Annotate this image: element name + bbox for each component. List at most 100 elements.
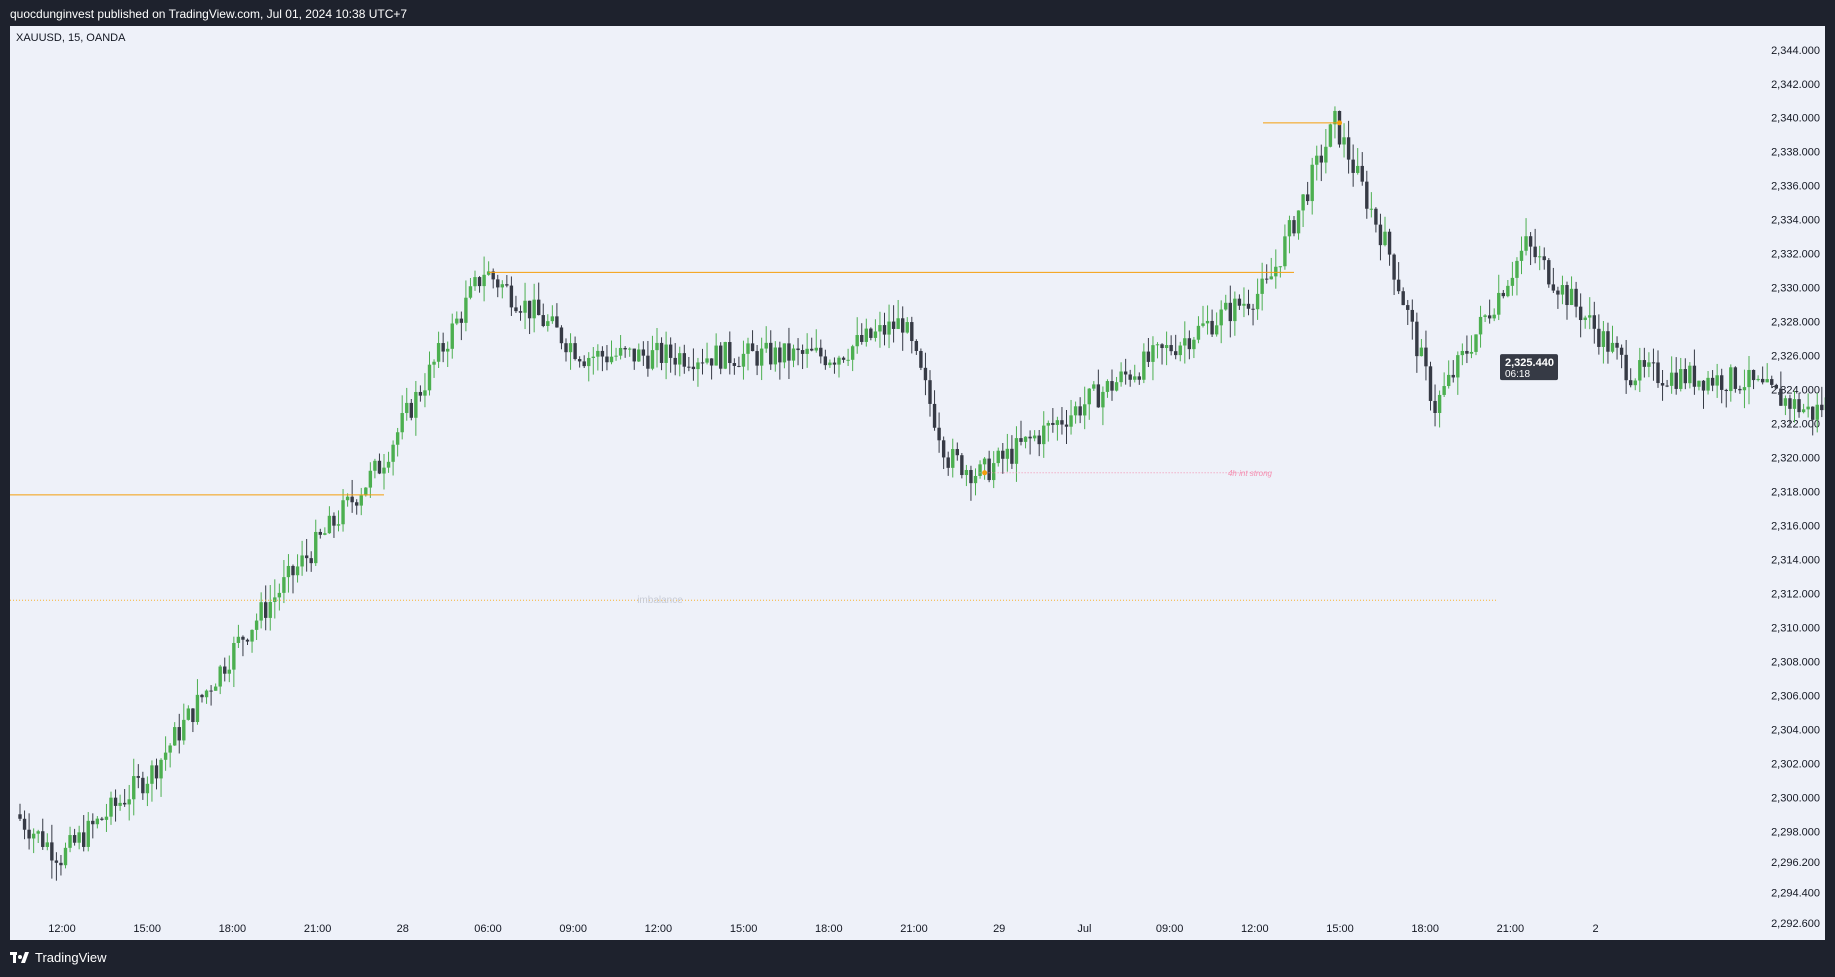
candle [750, 343, 755, 352]
y-tick-label: 2,336.000 [1771, 181, 1820, 193]
candle [541, 315, 545, 327]
candle [50, 842, 54, 861]
candle [1569, 288, 1574, 306]
candle [782, 343, 787, 363]
candle [1378, 224, 1383, 246]
candle [241, 636, 245, 640]
candle [682, 353, 686, 367]
candle [186, 708, 191, 720]
candle [637, 349, 641, 362]
candle [1287, 220, 1292, 237]
candle [1706, 377, 1710, 391]
candle [386, 461, 391, 468]
candle [759, 348, 764, 366]
candle [323, 533, 327, 535]
candle [1742, 387, 1747, 391]
candle [163, 752, 168, 760]
candle [1542, 256, 1546, 261]
candle [1178, 345, 1182, 356]
y-tick-label: 2,324.000 [1771, 385, 1820, 397]
candle [264, 602, 268, 618]
candle [1342, 137, 1346, 145]
candle [182, 719, 186, 741]
candle [582, 361, 586, 367]
candle [1201, 323, 1205, 326]
candle [1119, 371, 1123, 383]
candle [546, 321, 550, 327]
candle [486, 271, 491, 275]
candle [1296, 210, 1301, 234]
candle [1428, 366, 1433, 401]
candle [209, 690, 213, 692]
candle [1224, 302, 1228, 310]
candle [1233, 298, 1237, 322]
candle [855, 335, 859, 347]
candle [1797, 399, 1801, 413]
candle [295, 566, 300, 576]
candle [700, 362, 705, 364]
candle [1337, 110, 1342, 145]
x-tick-label: 15:00 [730, 923, 758, 935]
candle [1524, 236, 1528, 251]
x-tick-label: 12:00 [645, 923, 673, 935]
candle [1583, 317, 1587, 321]
brand[interactable]: TradingView [10, 950, 107, 965]
x-tick-label: 21:00 [900, 923, 928, 935]
y-tick-label: 2,312.000 [1771, 588, 1820, 600]
candle [996, 450, 1000, 464]
candle [641, 349, 646, 356]
candle [245, 639, 250, 642]
candle [291, 565, 295, 576]
candle [364, 487, 368, 496]
candle [1497, 292, 1501, 315]
candle [145, 783, 150, 794]
x-tick-label: 12:00 [48, 923, 76, 935]
x-tick-label: 09:00 [1156, 923, 1184, 935]
candle [1014, 438, 1019, 464]
candle [286, 565, 291, 578]
candle [113, 797, 118, 806]
candle [1506, 285, 1510, 297]
candle [1492, 314, 1496, 319]
candle [814, 347, 818, 351]
candle [1483, 315, 1487, 317]
candle [705, 358, 709, 363]
candle [600, 350, 605, 357]
tradingview-logo-icon [10, 951, 30, 964]
candle [191, 708, 195, 723]
candle [496, 279, 500, 288]
candle [1164, 345, 1169, 349]
candle [1651, 362, 1656, 364]
candle [1123, 371, 1128, 375]
candle [932, 403, 937, 428]
candle [82, 832, 86, 847]
candle [1010, 448, 1014, 464]
candle [1456, 355, 1460, 378]
candle [309, 558, 313, 564]
candle [1396, 279, 1401, 292]
candle [928, 380, 932, 404]
candle [1301, 194, 1305, 211]
candle [77, 832, 81, 843]
candle [1701, 380, 1706, 391]
candle [304, 555, 309, 559]
candle [213, 686, 218, 691]
chart-area[interactable]: XAUUSD, 15, OANDA 2,344.000 2,342.000 2,340… [10, 26, 1835, 940]
candle [277, 592, 282, 598]
candle [1069, 415, 1073, 427]
x-tick-label: 15:00 [1326, 923, 1354, 935]
candle [1811, 406, 1815, 420]
price-chart[interactable]: XAUUSD, 15, OANDA 2,344.000 2,342.000 2,340… [10, 26, 1835, 940]
candle [1110, 381, 1114, 391]
candle [764, 342, 768, 349]
y-tick-label: 2,316.000 [1771, 520, 1820, 532]
candle [314, 531, 318, 564]
candle [1633, 380, 1637, 386]
candle [841, 357, 846, 360]
y-tick-label: 2,338.000 [1771, 147, 1820, 159]
candle [1565, 285, 1569, 306]
candle [109, 797, 113, 817]
candle [1606, 331, 1610, 352]
swing-high-marker [1337, 120, 1342, 126]
candle [1487, 315, 1492, 319]
